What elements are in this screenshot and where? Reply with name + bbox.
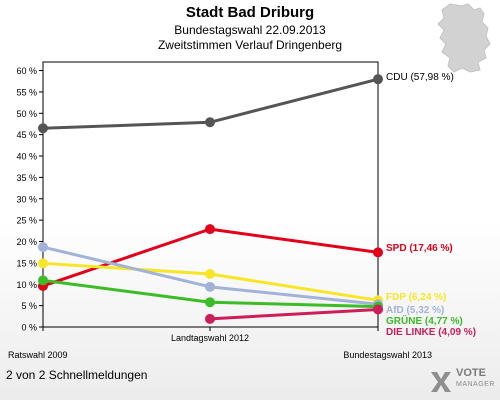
series-line-die-linke (209, 308, 379, 321)
series-end-label: FDP (6,24 %) (386, 292, 446, 303)
y-tick-label: 55 % (16, 87, 37, 97)
data-point (205, 224, 215, 235)
x-tick-label: Landtagswahl 2012 (171, 333, 249, 343)
data-point (38, 242, 48, 253)
series-end-label: GRÜNE (4,77 %) (386, 314, 463, 327)
series-end-label: SPD (17,46 %) (386, 243, 453, 254)
y-tick-label: 10 % (16, 280, 37, 290)
chart-title: Stadt Bad Driburg (185, 4, 315, 21)
series-end-label: AfD (5,32 %) (386, 305, 444, 316)
data-point (373, 74, 383, 85)
chart-labels: CDU (57,98 %) SPD (17,46 %) FDP (6,24 %) Af… (386, 72, 476, 338)
chart-axes: 0 % 5 % 10 % 15 % 20 % 25 % 30 % 35 % 40 % 45 % 50… (8, 61, 432, 360)
data-point (205, 297, 215, 308)
germany-map-icon (437, 3, 491, 73)
data-point (38, 123, 48, 134)
y-tick-label: 0 % (21, 323, 37, 333)
y-tick-label: 50 % (16, 109, 37, 119)
data-point (205, 313, 215, 324)
y-tick-label: 25 % (16, 216, 37, 226)
chart-subtitle-district: Zweitstimmen Verlauf Dringenberg (157, 38, 343, 52)
y-tick-label: 20 % (16, 237, 37, 247)
y-tick-label: 5 % (21, 301, 37, 311)
brand-line1: VOTE (456, 367, 486, 379)
y-tick-label: 35 % (16, 173, 37, 183)
y-tick-label: 45 % (16, 130, 37, 140)
data-point (38, 258, 48, 269)
data-point (205, 281, 215, 292)
series-end-label: DIE LINKE (4,09 %) (386, 327, 476, 338)
footer-note: 2 von 2 Schnellmeldungen (6, 368, 148, 382)
data-point (205, 269, 215, 279)
x-tick-label: Bundestagswahl 2013 (343, 350, 432, 360)
x-tick-label: Ratswahl 2009 (8, 350, 68, 360)
chart-subtitle-election: Bundestagswahl 22.09.2013 (174, 23, 326, 37)
data-point (373, 304, 383, 315)
y-tick-label: 30 % (16, 194, 37, 204)
data-point (373, 247, 383, 258)
y-tick-label: 15 % (16, 258, 37, 268)
vote-manager-logo-icon: VOTE MANAGER (428, 368, 500, 398)
data-point (205, 117, 215, 128)
series-end-label: CDU (57,98 %) (386, 72, 454, 83)
chart-lines (38, 74, 383, 324)
data-point (38, 275, 48, 286)
y-tick-label: 40 % (16, 152, 37, 162)
brand-line2: MANAGER (456, 381, 495, 388)
y-tick-label: 60 % (16, 66, 37, 76)
